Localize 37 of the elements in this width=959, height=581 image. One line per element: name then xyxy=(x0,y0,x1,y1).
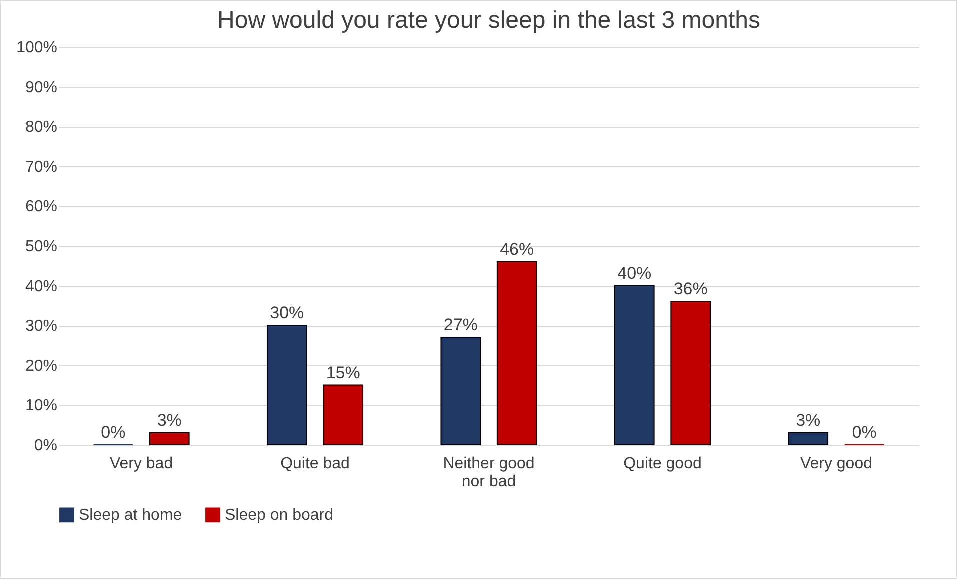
y-tick-label: 30% xyxy=(25,318,58,336)
data-label: 0% xyxy=(852,423,877,442)
bar xyxy=(670,301,712,446)
y-tick-label: 90% xyxy=(25,79,58,96)
data-label: 30% xyxy=(270,304,304,323)
y-tick-label: 80% xyxy=(25,119,58,136)
y-tick-label: 10% xyxy=(25,398,58,415)
legend-label: Sleep on board xyxy=(225,507,334,524)
data-label: 3% xyxy=(796,411,821,430)
data-label: 36% xyxy=(674,280,708,299)
data-label: 27% xyxy=(444,316,478,335)
bar xyxy=(149,432,190,446)
bar xyxy=(323,384,364,446)
data-label: 46% xyxy=(500,240,534,259)
chart-title: How would you rate your sleep in the last 3 months xyxy=(218,7,760,34)
bar xyxy=(440,337,482,446)
data-label: 0% xyxy=(101,423,126,442)
x-tick-label: Very bad xyxy=(110,456,174,472)
bar xyxy=(614,285,655,446)
y-tick-label: 100% xyxy=(16,40,58,56)
y-tick-label: 40% xyxy=(25,278,58,296)
y-tick-label: 50% xyxy=(25,238,58,256)
bar xyxy=(788,432,829,446)
x-tick-label: Neither good nor bad xyxy=(443,456,535,490)
x-tick-label: Very good xyxy=(800,456,873,472)
data-label: 3% xyxy=(157,411,182,430)
y-tick-label: 0% xyxy=(34,438,58,454)
bar xyxy=(266,325,308,446)
y-tick-label: 70% xyxy=(25,158,58,176)
x-tick-label: Quite bad xyxy=(280,456,350,472)
legend-label: Sleep at home xyxy=(79,507,182,524)
data-label: 40% xyxy=(618,264,652,283)
y-tick-label: 60% xyxy=(25,198,58,216)
data-label: 15% xyxy=(326,363,360,382)
bar xyxy=(496,261,538,446)
x-tick-label: Quite good xyxy=(624,456,702,472)
y-tick-label: 20% xyxy=(25,358,58,375)
